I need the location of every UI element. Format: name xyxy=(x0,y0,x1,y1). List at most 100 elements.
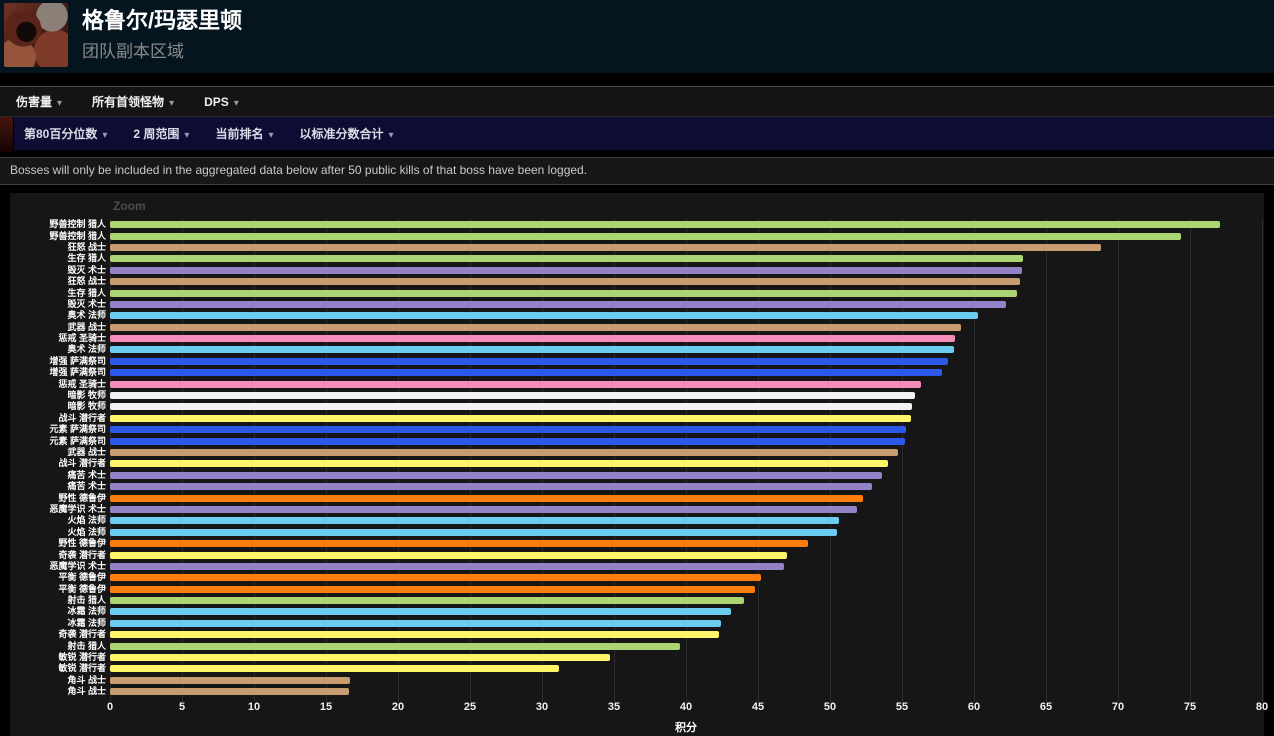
score-bar[interactable] xyxy=(110,221,1221,229)
chart-row: 奥术 法师 xyxy=(10,344,1262,355)
bar-track xyxy=(110,333,1262,344)
score-bar[interactable] xyxy=(110,619,721,627)
score-bar[interactable] xyxy=(110,597,744,605)
score-bar[interactable] xyxy=(110,323,962,331)
bar-track xyxy=(110,458,1262,469)
score-bar[interactable] xyxy=(110,346,954,354)
zoom-label: Zoom xyxy=(113,199,146,213)
score-bar[interactable] xyxy=(110,631,720,639)
chart-row: 战斗 潜行者 xyxy=(10,413,1262,424)
x-tick-label: 35 xyxy=(607,701,621,713)
score-bar[interactable] xyxy=(110,278,1021,286)
score-bar[interactable] xyxy=(110,449,898,456)
score-bar[interactable] xyxy=(110,460,888,468)
score-bar[interactable] xyxy=(110,676,351,684)
row-label: 角斗 战士 xyxy=(67,674,106,685)
score-bar[interactable] xyxy=(110,608,731,616)
row-label: 平衡 德鲁伊 xyxy=(58,583,106,594)
row-label: 战斗 潜行者 xyxy=(58,458,106,469)
score-bar[interactable] xyxy=(110,494,864,502)
score-bar[interactable] xyxy=(110,357,949,365)
bar-track xyxy=(110,584,1262,595)
x-tick-label: 75 xyxy=(1183,701,1197,713)
x-tick-label: 50 xyxy=(823,701,837,713)
bar-track xyxy=(110,390,1262,401)
bar-track xyxy=(110,492,1262,503)
score-bar[interactable] xyxy=(110,369,943,377)
score-bar[interactable] xyxy=(110,266,1022,274)
score-bar[interactable] xyxy=(110,289,1018,297)
row-label: 恶魔学识 术士 xyxy=(49,560,106,571)
score-bar[interactable] xyxy=(110,505,858,513)
row-label: 惩戒 圣骑士 xyxy=(58,333,106,344)
score-bar[interactable] xyxy=(110,380,921,388)
chart-row: 平衡 德鲁伊 xyxy=(10,584,1262,595)
score-bar[interactable] xyxy=(110,528,838,536)
score-bar[interactable] xyxy=(110,392,915,400)
x-tick-label: 80 xyxy=(1255,701,1269,713)
score-bar[interactable] xyxy=(110,517,839,525)
x-tick-label: 15 xyxy=(319,701,333,713)
bar-track xyxy=(110,481,1262,492)
bar-track xyxy=(110,219,1262,230)
bar-track xyxy=(110,549,1262,560)
score-bar[interactable] xyxy=(110,642,681,650)
x-tick-label: 10 xyxy=(247,701,261,713)
chart-row: 野兽控制 猎人 xyxy=(10,230,1262,241)
score-bar[interactable] xyxy=(110,483,872,491)
chart-row: 元素 萨满祭司 xyxy=(10,424,1262,435)
bar-track xyxy=(110,606,1262,617)
gridline xyxy=(1118,219,1119,702)
dropdown-ranking-mode[interactable]: 当前排名 ▾ xyxy=(215,127,274,141)
x-tick-label: 70 xyxy=(1111,701,1125,713)
score-bar[interactable] xyxy=(110,403,913,411)
dropdown-role[interactable]: DPS ▾ xyxy=(204,94,239,109)
score-bar[interactable] xyxy=(110,471,882,479)
bar-track xyxy=(110,299,1262,310)
score-bar[interactable] xyxy=(110,574,761,582)
zone-titles: 格鲁尔/玛瑟里顿 团队副本区域 xyxy=(82,8,242,62)
bar-track xyxy=(110,504,1262,515)
dropdown-time-range[interactable]: 2 周范围 ▾ xyxy=(133,127,190,141)
score-bar[interactable] xyxy=(110,654,610,662)
score-bar[interactable] xyxy=(110,688,350,696)
score-bar[interactable] xyxy=(110,255,1023,263)
score-bar[interactable] xyxy=(110,585,756,593)
raid-zone-icon xyxy=(4,3,68,67)
score-bar[interactable] xyxy=(110,426,907,434)
row-label: 火焰 法师 xyxy=(67,515,106,526)
score-bar[interactable] xyxy=(110,300,1006,308)
score-bar[interactable] xyxy=(110,540,809,548)
bar-track xyxy=(110,515,1262,526)
dropdown-percentile[interactable]: 第80百分位数 ▾ xyxy=(24,127,108,141)
secondary-toolbar: 第80百分位数 ▾ 2 周范围 ▾ 当前排名 ▾ 以标准分数合计 ▾ xyxy=(14,117,1274,151)
dropdown-boss-filter[interactable]: 所有首领怪物 ▾ xyxy=(92,95,175,109)
chart-row: 火焰 法师 xyxy=(10,515,1262,526)
score-bar[interactable] xyxy=(110,551,787,559)
bar-track xyxy=(110,686,1262,697)
score-bar[interactable] xyxy=(110,312,979,320)
dropdown-aggregation[interactable]: 以标准分数合计 ▾ xyxy=(299,127,394,141)
bar-track xyxy=(110,652,1262,663)
row-label: 敏锐 潜行者 xyxy=(58,663,106,674)
primary-toolbar: 伤害量 ▾ 所有首领怪物 ▾ DPS ▾ xyxy=(0,86,1274,117)
chart-row: 毁灭 术士 xyxy=(10,299,1262,310)
chart-row: 战斗 潜行者 xyxy=(10,458,1262,469)
dropdown-metric[interactable]: 伤害量 ▾ xyxy=(16,95,63,109)
bar-track xyxy=(110,470,1262,481)
score-bar[interactable] xyxy=(110,243,1101,251)
score-bar[interactable] xyxy=(110,665,560,673)
score-bar[interactable] xyxy=(110,335,956,343)
bar-track xyxy=(110,276,1262,287)
score-bar[interactable] xyxy=(110,562,784,570)
x-tick-label: 55 xyxy=(895,701,909,713)
chevron-down-icon: ▾ xyxy=(57,98,63,109)
chart-row: 平衡 德鲁伊 xyxy=(10,572,1262,583)
chart-row: 野兽控制 猎人 xyxy=(10,219,1262,230)
score-bar[interactable] xyxy=(110,232,1182,240)
score-bar[interactable] xyxy=(110,437,905,445)
x-tick-label: 20 xyxy=(391,701,405,713)
bar-track xyxy=(110,435,1262,446)
score-bar[interactable] xyxy=(110,414,911,422)
